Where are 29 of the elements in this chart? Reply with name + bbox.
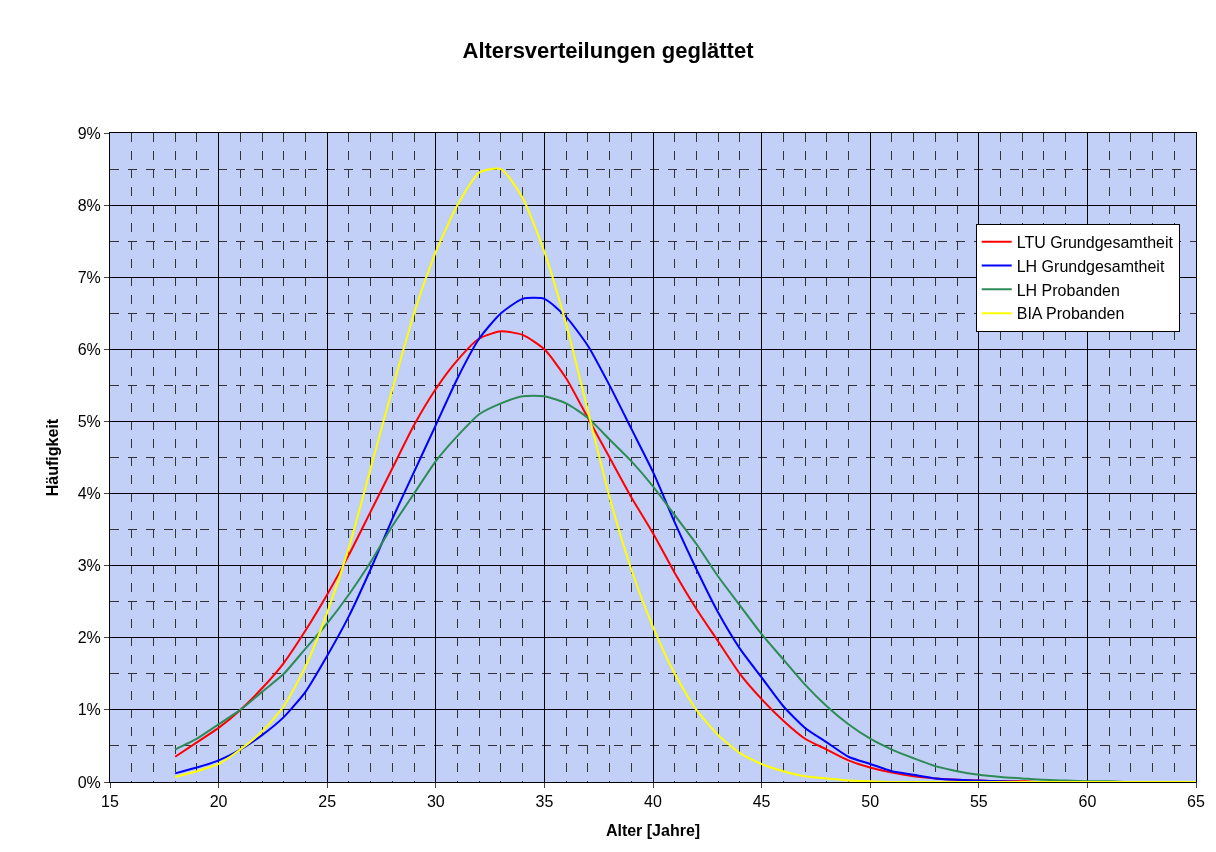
x-tick-label: 35 bbox=[535, 793, 554, 811]
y-tick-label: 0% bbox=[77, 773, 101, 791]
x-tick-label: 45 bbox=[752, 793, 771, 811]
y-tick-label: 8% bbox=[77, 196, 101, 214]
x-tick-label: 20 bbox=[209, 793, 228, 811]
x-tick-label: 50 bbox=[861, 793, 880, 811]
y-tick-label: 2% bbox=[77, 629, 101, 647]
x-tick-label: 65 bbox=[1187, 793, 1205, 811]
y-tick-label: 4% bbox=[77, 485, 101, 503]
legend-label: LH Probanden bbox=[1016, 281, 1120, 299]
y-tick-label: 1% bbox=[77, 701, 101, 719]
x-tick-label: 30 bbox=[426, 793, 445, 811]
y-tick-label: 7% bbox=[77, 268, 101, 286]
x-axis-title: Alter [Jahre] bbox=[605, 821, 701, 839]
x-tick-label: 60 bbox=[1078, 793, 1097, 811]
chart-title: Altersverteilungen geglättet bbox=[462, 38, 755, 63]
legend-label: LTU Grundgesamtheit bbox=[1016, 234, 1174, 251]
line-series bbox=[174, 168, 1196, 782]
x-tick-label: 25 bbox=[318, 793, 337, 811]
y-tick-label: 3% bbox=[77, 557, 101, 575]
x-tick-label: 40 bbox=[644, 793, 662, 811]
y-axis-title: Häufigkeit bbox=[43, 418, 61, 497]
x-tick-label: 15 bbox=[101, 793, 119, 811]
y-tick-label: 6% bbox=[77, 340, 101, 358]
y-tick-label: 5% bbox=[77, 413, 101, 431]
legend-label: BIA Probanden bbox=[1016, 305, 1125, 323]
x-tick-label: 55 bbox=[969, 793, 988, 811]
legend-label: LH Grundgesamtheit bbox=[1016, 257, 1165, 275]
y-tick-label: 9% bbox=[77, 124, 101, 142]
